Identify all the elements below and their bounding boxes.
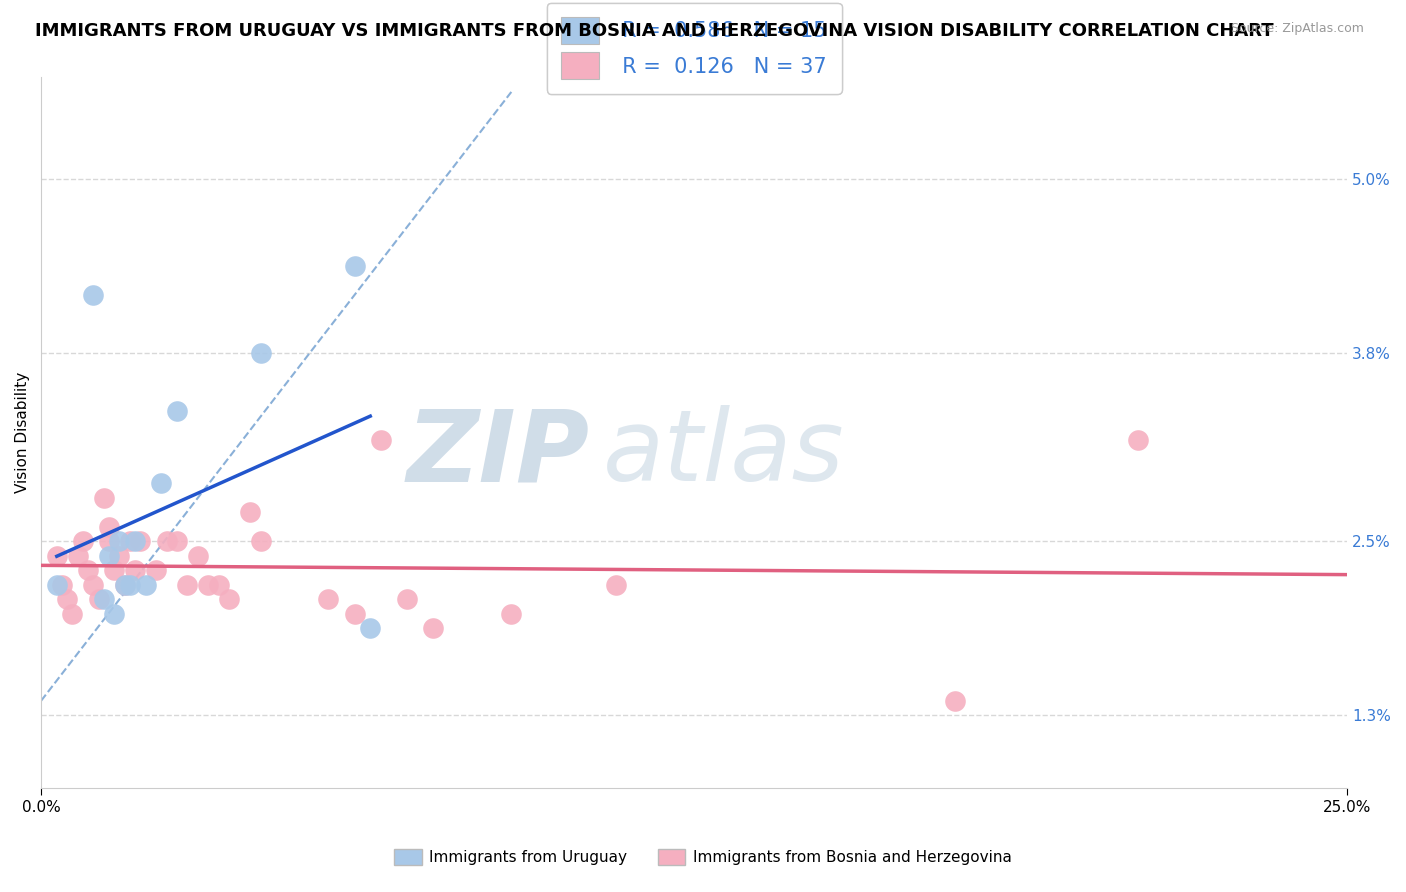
Point — [155, 534, 177, 549]
Point — [45, 549, 67, 563]
Point — [249, 534, 271, 549]
Point — [56, 592, 79, 607]
Point — [135, 578, 157, 592]
Point — [150, 476, 173, 491]
Point — [176, 578, 198, 592]
Point — [51, 578, 73, 592]
Text: atlas: atlas — [603, 405, 845, 502]
Point — [82, 578, 104, 592]
Point — [605, 578, 627, 592]
Point — [197, 578, 219, 592]
Point — [395, 592, 418, 607]
Y-axis label: Vision Disability: Vision Disability — [15, 372, 30, 493]
Point — [1128, 433, 1150, 447]
Point — [166, 534, 188, 549]
Point — [93, 491, 115, 505]
Point — [208, 578, 231, 592]
Point — [82, 288, 104, 302]
Point — [166, 404, 188, 418]
Point — [98, 534, 121, 549]
Point — [114, 578, 136, 592]
Point — [72, 534, 94, 549]
Point — [118, 578, 141, 592]
Point — [87, 592, 110, 607]
Point — [114, 578, 136, 592]
Point — [187, 549, 209, 563]
Point — [124, 563, 146, 577]
Point — [45, 578, 67, 592]
Point — [93, 592, 115, 607]
Point — [129, 534, 152, 549]
Text: Source: ZipAtlas.com: Source: ZipAtlas.com — [1230, 22, 1364, 36]
Text: ZIP: ZIP — [406, 405, 589, 502]
Point — [422, 621, 444, 635]
Point — [108, 534, 131, 549]
Point — [370, 433, 392, 447]
Point — [945, 694, 967, 708]
Point — [145, 563, 167, 577]
Point — [501, 607, 523, 621]
Point — [98, 520, 121, 534]
Point — [359, 621, 381, 635]
Point — [343, 259, 366, 273]
Point — [103, 563, 125, 577]
Point — [118, 534, 141, 549]
Point — [218, 592, 240, 607]
Point — [108, 549, 131, 563]
Text: IMMIGRANTS FROM URUGUAY VS IMMIGRANTS FROM BOSNIA AND HERZEGOVINA VISION DISABIL: IMMIGRANTS FROM URUGUAY VS IMMIGRANTS FR… — [35, 22, 1274, 40]
Point — [77, 563, 100, 577]
Point — [343, 607, 366, 621]
Point — [249, 346, 271, 360]
Point — [66, 549, 89, 563]
Point — [239, 505, 262, 519]
Legend: Immigrants from Uruguay, Immigrants from Bosnia and Herzegovina: Immigrants from Uruguay, Immigrants from… — [388, 843, 1018, 871]
Point — [318, 592, 340, 607]
Point — [103, 607, 125, 621]
Point — [124, 534, 146, 549]
Legend:   R =  0.586   N = 15,   R =  0.126   N = 37: R = 0.586 N = 15, R = 0.126 N = 37 — [547, 3, 842, 94]
Point — [98, 549, 121, 563]
Point — [62, 607, 84, 621]
